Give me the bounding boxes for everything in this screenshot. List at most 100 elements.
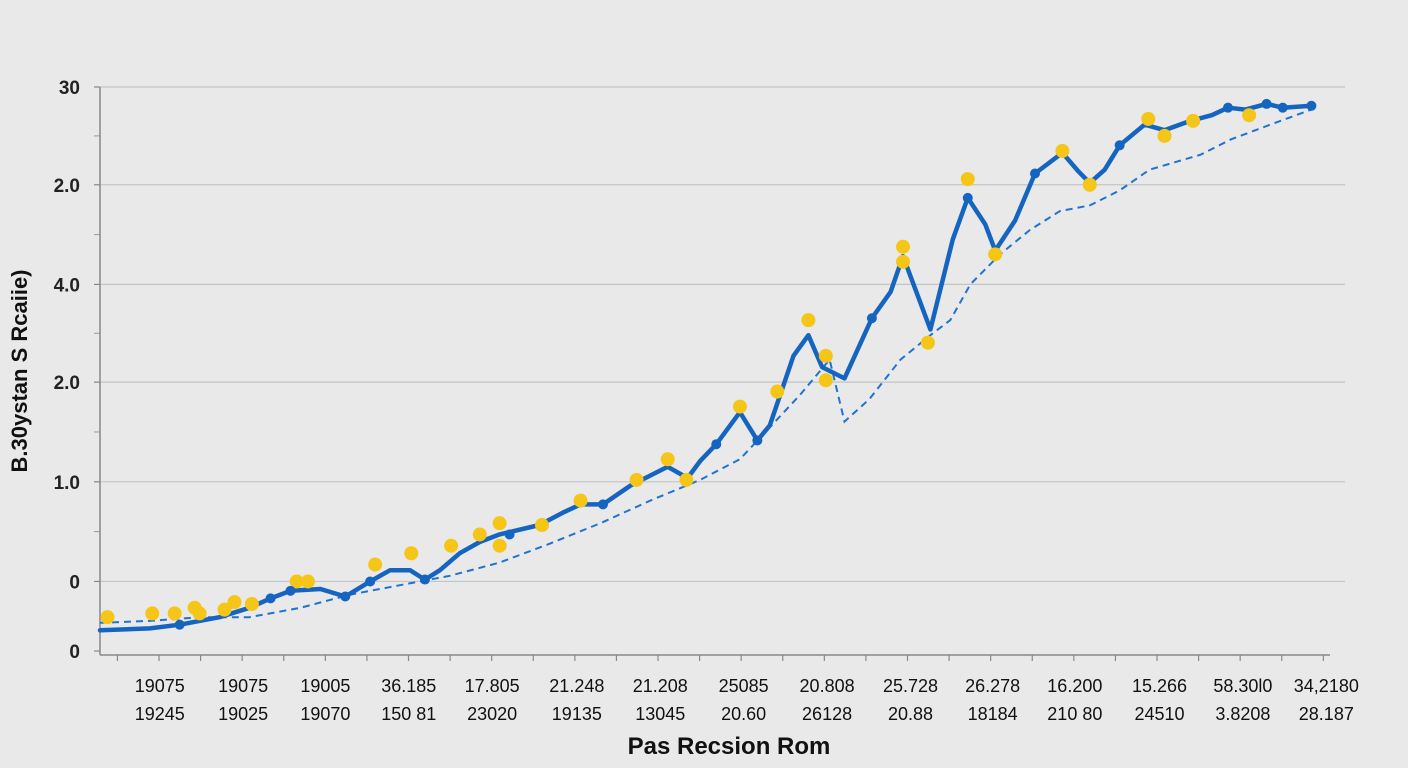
solid-series-marker xyxy=(285,585,296,596)
gridlines xyxy=(100,86,1345,583)
scatter-point xyxy=(818,373,833,388)
x-tick-label-line2: 28.187 xyxy=(1299,704,1354,724)
scatter-point xyxy=(920,335,935,350)
scatter-point xyxy=(244,597,259,611)
scatter-point xyxy=(492,516,507,531)
scatter-point xyxy=(1242,108,1257,123)
scatter-point xyxy=(896,239,911,254)
y-tick-label: 2.0 xyxy=(54,176,80,197)
scatter-point xyxy=(404,546,419,561)
scatter-point xyxy=(368,557,383,572)
x-tick-label-line2: 23020 xyxy=(467,704,517,724)
solid-series-marker xyxy=(1261,98,1272,109)
y-tick-label: 0 xyxy=(69,572,80,593)
scatter-point xyxy=(1141,111,1156,126)
scatter-point xyxy=(573,493,588,508)
x-tick-label-line1: 36.185 xyxy=(381,676,436,696)
scatter-point xyxy=(534,518,549,533)
solid-series-marker xyxy=(752,435,763,446)
solid-series-marker xyxy=(265,593,276,604)
x-tick-label-line2: 24510 xyxy=(1134,704,1184,724)
x-axis-label: Pas Recsion Rom xyxy=(628,733,831,760)
series-layer xyxy=(97,98,1317,633)
x-tick-label-line2: 13045 xyxy=(635,704,685,724)
y-tick-label: 4.0 xyxy=(54,275,80,296)
solid-series-marker xyxy=(597,499,608,510)
solid-series-marker xyxy=(1222,102,1233,113)
y-tick-label: 0 xyxy=(69,642,80,663)
solid-series-line xyxy=(97,101,1314,633)
x-tick-label-line1: 25085 xyxy=(719,676,769,696)
scatter-point xyxy=(818,348,833,363)
x-tick-label-line2: 210 80 xyxy=(1047,704,1102,724)
scatter-point xyxy=(770,384,785,399)
scatter-point xyxy=(732,399,747,414)
solid-series-marker xyxy=(174,619,185,630)
y-axis-label: B.30ystan S Rcaiie) xyxy=(7,270,32,473)
solid-series-marker xyxy=(1029,168,1040,179)
solid-series-marker xyxy=(504,529,515,540)
solid-series-marker xyxy=(1114,140,1125,151)
x-tick-label-line2: 150 81 xyxy=(381,704,436,724)
x-tick-label-line2: 20.88 xyxy=(888,704,933,724)
x-tick-label-line2: 26128 xyxy=(802,704,852,724)
y-tick-label: 30 xyxy=(59,78,80,99)
scatter-point xyxy=(1186,113,1201,128)
scatter-point xyxy=(289,574,304,589)
scatter-point xyxy=(629,472,644,487)
scatter-point xyxy=(444,538,459,553)
scatter-point xyxy=(1157,128,1172,143)
solid-series-marker xyxy=(365,576,376,587)
scatter-point xyxy=(217,602,232,617)
scatter-point xyxy=(896,254,911,269)
scatter-point xyxy=(227,595,242,610)
scatter-point xyxy=(801,313,816,328)
x-tick-label-line1: 15.266 xyxy=(1132,676,1187,696)
scatter-point xyxy=(145,606,160,621)
scatter-point xyxy=(472,527,487,542)
x-tick-label-line1: 19075 xyxy=(218,676,268,696)
x-tick-label-line1: 19075 xyxy=(135,676,185,696)
x-tick-label-line1: 20.808 xyxy=(800,676,855,696)
scatter-point xyxy=(660,452,675,467)
scatter-point xyxy=(960,172,975,187)
y-tick-label: 1.0 xyxy=(54,473,80,494)
y-tick-labels: 30 2.0 4.0 2.0 1.0 0 0 xyxy=(54,78,80,663)
x-tick-label-line1: 58.30l0 xyxy=(1213,676,1272,696)
x-tick-label-line2: 19135 xyxy=(552,704,602,724)
scatter-point xyxy=(100,610,115,625)
scatter-point xyxy=(167,606,182,621)
dashed-series-line xyxy=(99,108,1312,624)
solid-series-marker xyxy=(1277,102,1288,113)
scatter-point xyxy=(1082,177,1097,192)
x-tick-label-line2: 19070 xyxy=(300,704,350,724)
scatter-point xyxy=(988,247,1003,262)
scatter-point xyxy=(1055,143,1070,158)
x-tick-label-line2: 3.8208 xyxy=(1215,704,1270,724)
solid-series-marker xyxy=(419,574,430,585)
axes xyxy=(94,86,1330,661)
x-tick-label-line1: 21.248 xyxy=(549,676,604,696)
x-tick-label-line2: 20.60 xyxy=(721,704,766,724)
x-tick-label-line1: 21.208 xyxy=(633,676,688,696)
scatter-point xyxy=(492,538,507,553)
x-tick-label-line1: 16.200 xyxy=(1047,676,1102,696)
x-tick-label-line1: 17.805 xyxy=(465,676,520,696)
scatter-point xyxy=(679,472,694,487)
x-tick-label-line1: 19005 xyxy=(300,676,350,696)
x-tick-label-line2: 19025 xyxy=(218,704,268,724)
x-tick-label-line1: 25.728 xyxy=(883,676,938,696)
x-tick-label-line2: 18184 xyxy=(968,704,1018,724)
solid-series-marker xyxy=(711,439,722,450)
x-tick-label-line1: 26.278 xyxy=(965,676,1020,696)
solid-series-marker xyxy=(866,313,877,324)
solid-series-marker xyxy=(1306,100,1317,111)
solid-series-marker xyxy=(962,192,973,203)
scatter-point xyxy=(192,606,207,621)
y-tick-label: 2.0 xyxy=(54,373,80,394)
x-tick-label-line1: 34,2180 xyxy=(1294,676,1359,696)
solid-series-marker xyxy=(340,591,351,602)
x-tick-label-line2: 19245 xyxy=(135,704,185,724)
scatter-point xyxy=(300,574,315,589)
